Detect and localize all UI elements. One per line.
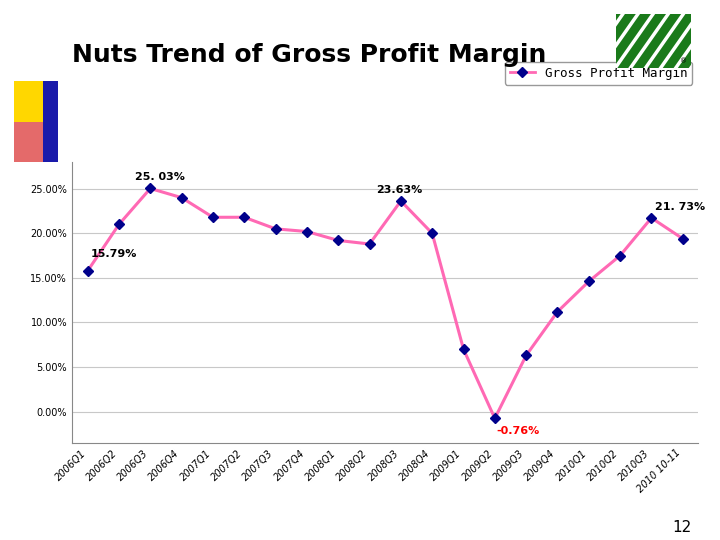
Text: 21. 73%: 21. 73% [654,202,705,212]
Text: 23.63%: 23.63% [376,185,422,195]
Text: Nuts Trend of Gross Profit Margin: Nuts Trend of Gross Profit Margin [72,43,546,67]
Text: 12: 12 [672,519,691,535]
Text: 25. 03%: 25. 03% [135,172,184,183]
Text: ®: ® [680,59,688,65]
Text: 15.79%: 15.79% [91,249,138,260]
Text: -0.76%: -0.76% [496,427,539,436]
Legend: Gross Profit Margin: Gross Profit Margin [505,62,692,85]
